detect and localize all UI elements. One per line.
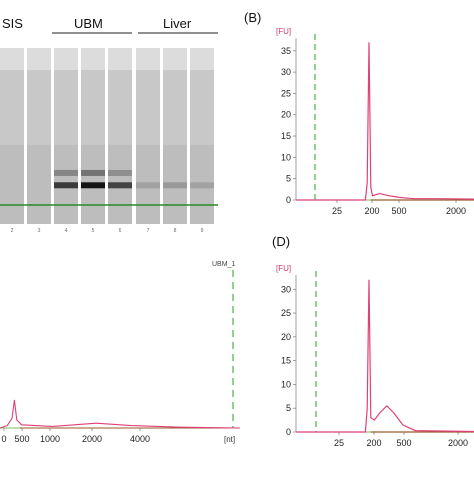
gel-lane [54, 48, 78, 224]
gel-band [163, 182, 187, 189]
gel-band [54, 182, 78, 189]
y-tick-label: 30 [281, 67, 291, 77]
y-tick-label: 20 [281, 110, 291, 120]
gel-band [81, 182, 105, 189]
x-tick-label: 500 [14, 434, 29, 444]
lane-number: 9 [201, 228, 204, 234]
gel-lane [136, 48, 160, 224]
fluorescence-trace [296, 279, 474, 433]
gel-band [190, 182, 214, 189]
lane-number: 3 [38, 228, 41, 234]
lane-upper-shade [27, 48, 51, 70]
y-tick-label: 10 [281, 152, 291, 162]
lane-upper-shade [108, 48, 132, 70]
gel-lane [163, 48, 187, 224]
lane-upper-shade [163, 48, 187, 70]
lane-upper-shade [0, 48, 24, 70]
lane-upper-shade [81, 48, 105, 70]
lane-numbers: 2 3 4 5 6 7 8 9 [11, 228, 204, 234]
y-tick-label: 5 [286, 174, 291, 184]
gel-lane [81, 48, 105, 224]
y-tick-label: 35 [281, 46, 291, 56]
lane-number: 6 [119, 228, 122, 234]
x-tick-label: 25 [332, 206, 342, 216]
fluorescence-trace [0, 399, 241, 429]
x-tick-label: 2000 [446, 206, 466, 216]
x-tick-label: 1000 [40, 434, 60, 444]
gel-band [54, 169, 78, 176]
y-tick-label: 10 [281, 379, 291, 389]
sample-label: UBM_1 [212, 261, 235, 268]
y-tick-label: 15 [281, 356, 291, 366]
fluorescence-trace [296, 42, 474, 201]
group-label-liver: Liver [163, 16, 192, 31]
x-tick-label: 2000 [448, 438, 468, 448]
y-tick-label: 25 [281, 88, 291, 98]
y-tick-label: 0 [286, 427, 291, 437]
y-tick-label: 25 [281, 308, 291, 318]
lane-number: 8 [174, 228, 177, 234]
panel-d-plot: 0 5 10 15 20 25 30 [FU] 25 200 500 2000 [276, 264, 474, 448]
gel-band [81, 169, 105, 176]
lane-number: 4 [65, 228, 68, 234]
gel-lane [108, 48, 132, 224]
gel-lane [27, 48, 51, 224]
lane-lower-shade [27, 144, 51, 224]
gel-band [108, 182, 132, 189]
gel-band [136, 182, 160, 189]
x-tick-label: 500 [391, 206, 406, 216]
y-tick-label: 30 [281, 284, 291, 294]
lane-number: 7 [147, 228, 150, 234]
panel-label-d: (D) [272, 234, 290, 249]
gel-lane [0, 48, 24, 224]
lane-upper-shade [54, 48, 78, 70]
y-unit-label: [FU] [276, 264, 291, 273]
x-unit-label: [nt] [224, 435, 235, 444]
group-label-sis: SIS [2, 16, 23, 31]
x-tick-label: 25 [334, 438, 344, 448]
lane-number: 5 [92, 228, 95, 234]
x-tick-label: 2000 [82, 434, 102, 444]
x-tick-label: 0 [1, 434, 6, 444]
panel-b-plot: 0 5 10 15 20 25 30 35 [FU] 25 200 500 2000 [276, 27, 474, 216]
gel-panel: SIS UBM Liver 2 3 4 5 6 7 8 9 [0, 16, 218, 234]
panel-c-plot: UBM_1 0 500 1000 2000 4000 [nt] [0, 261, 241, 444]
gel-lanes [0, 48, 214, 224]
x-tick-label: 200 [364, 206, 379, 216]
y-tick-label: 20 [281, 332, 291, 342]
lane-upper-shade [190, 48, 214, 70]
x-tick-label: 500 [396, 438, 411, 448]
lane-number: 2 [11, 228, 14, 234]
gel-lane [190, 48, 214, 224]
y-tick-label: 15 [281, 131, 291, 141]
gel-band [108, 169, 132, 176]
y-unit-label: [FU] [276, 27, 291, 36]
x-tick-label: 4000 [130, 434, 150, 444]
y-tick-label: 0 [286, 195, 291, 205]
panel-label-b: (B) [244, 10, 261, 25]
x-tick-label: 200 [366, 438, 381, 448]
group-label-ubm: UBM [74, 16, 103, 31]
lane-upper-shade [136, 48, 160, 70]
lane-lower-shade [0, 144, 24, 224]
y-tick-label: 5 [286, 403, 291, 413]
